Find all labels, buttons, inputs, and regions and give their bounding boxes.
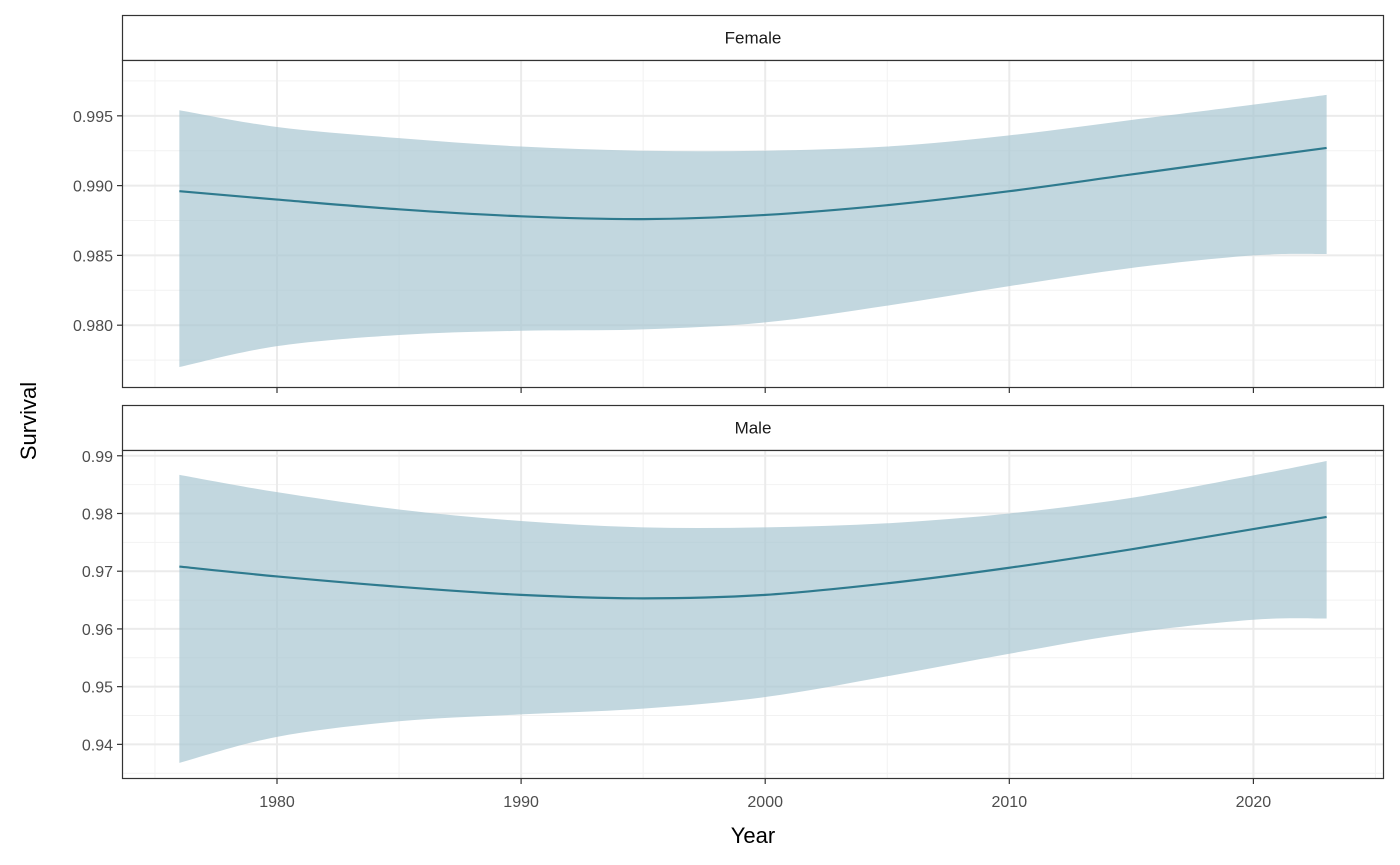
strip-male [121,404,1385,452]
y-tick-label: 0.995 [73,109,113,126]
confidence-ribbon-male [179,460,1327,763]
y-tick-label: 0.99 [82,449,113,466]
y-tick-label: 0.96 [82,622,113,639]
strip-label-female: Female [725,29,782,48]
y-tick-label: 0.95 [82,680,113,697]
y-tick-label: 0.98 [82,506,113,523]
x-axis-title: Year [731,823,775,848]
confidence-ribbon-female [179,94,1327,368]
strip-label-male: Male [735,419,772,438]
y-tick-label: 0.990 [73,179,113,196]
fit-line-male [179,515,1327,600]
x-tick-label: 1980 [259,794,295,811]
y-tick-label: 0.97 [82,564,113,581]
fit-line-female [179,146,1327,221]
panel-female: Female 0.980 0.985 0.990 0.995 [73,14,1385,393]
panel-male: Male 0.94 0.95 0.96 0.97 0.98 0.99 1980 1990 2000… [82,404,1385,811]
y-tick-label: 0.94 [82,737,113,754]
y-axis-title: Survival [16,382,41,460]
x-tick-label: 2010 [992,794,1028,811]
x-tick-label: 2020 [1236,794,1272,811]
x-tick-label: 2000 [747,794,783,811]
x-tick-label: 1990 [503,794,539,811]
panel-border-male [121,449,1385,780]
y-tick-label: 0.985 [73,248,113,265]
panel-border-female [121,59,1385,389]
y-tick-label: 0.980 [73,318,113,335]
strip-female [121,14,1385,62]
